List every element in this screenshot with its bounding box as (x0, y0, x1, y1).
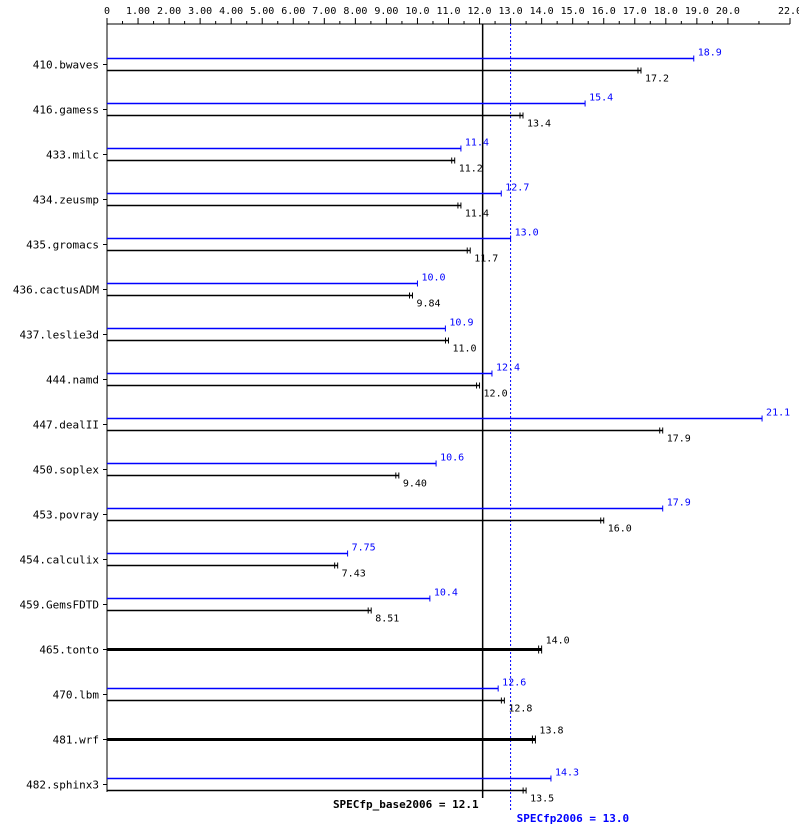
x-tick-label: 3.00 (188, 6, 212, 17)
peak-value: 12.6 (502, 678, 526, 689)
spec-benchmark-chart: 0 1.00 2.00 3.00 4.00 5.00 6.00 7.00 8.00 9.00 10.… (0, 0, 799, 831)
benchmark-label: 447.dealII (33, 419, 99, 432)
peak-value: 14.3 (555, 768, 579, 779)
benchmark-label: 453.povray (33, 509, 100, 522)
base-value: 17.2 (645, 74, 669, 85)
base-value: 11.7 (474, 254, 498, 265)
benchmark-label: 433.milc (46, 149, 99, 162)
x-tick-label: 20.0 (716, 6, 740, 17)
base-summary-label: SPECfp_base2006 = 12.1 (333, 798, 479, 811)
x-tick-label: 15.0 (561, 6, 585, 17)
benchmark-label: 459.GemsFDTD (20, 599, 99, 612)
base-value: 9.40 (403, 479, 427, 490)
benchmark-label: 444.namd (46, 374, 99, 387)
peak-value: 17.9 (667, 498, 691, 509)
peak-value: 21.1 (766, 408, 790, 419)
base-value: 13.5 (530, 794, 554, 805)
x-tick-label: 13.0 (499, 6, 523, 17)
x-tick-label: 9.00 (374, 6, 398, 17)
peak-summary-label: SPECfp2006 = 13.0 (517, 812, 630, 825)
peak-value: 12.4 (496, 363, 520, 374)
benchmark-label: 410.bwaves (33, 59, 99, 72)
x-tick-label: 18.0 (654, 6, 678, 17)
benchmark-label: 435.gromacs (26, 239, 99, 252)
base-value: 11.0 (453, 344, 477, 355)
x-tick-label: 12.0 (467, 6, 491, 17)
base-value: 12.8 (508, 704, 532, 715)
peak-value: 10.9 (449, 318, 473, 329)
benchmark-label: 416.gamess (33, 104, 99, 117)
x-tick-label: 4.00 (219, 6, 243, 17)
base-value: 9.84 (416, 299, 440, 310)
base-value: 7.43 (342, 569, 366, 580)
base-value: 12.0 (484, 389, 508, 400)
x-tick-label: 10.0 (405, 6, 429, 17)
x-tick-label: 6.00 (281, 6, 305, 17)
x-tick-label: 19.0 (685, 6, 709, 17)
peak-value: 13.0 (515, 228, 539, 239)
x-tick-label: 8.00 (343, 6, 367, 17)
x-tick-label: 11.0 (436, 6, 460, 17)
x-tick-label: 16.0 (592, 6, 616, 17)
peak-value: 15.4 (589, 93, 613, 104)
benchmark-label: 436.cactusADM (13, 284, 99, 297)
x-tick-label: 0 (104, 6, 110, 17)
peak-value: 10.4 (434, 588, 458, 599)
benchmark-label: 454.calculix (20, 554, 100, 567)
peak-value: 18.9 (698, 48, 722, 59)
benchmark-label: 470.lbm (53, 689, 100, 702)
x-tick-label: 22.0 (778, 6, 799, 17)
peak-value: 10.6 (440, 453, 464, 464)
benchmark-value: 14.0 (546, 636, 570, 647)
x-tick-label: 17.0 (623, 6, 647, 17)
benchmark-label: 437.leslie3d (20, 329, 99, 342)
benchmark-label: 434.zeusmp (33, 194, 99, 207)
benchmark-value: 13.8 (539, 726, 563, 737)
peak-value: 11.4 (465, 138, 489, 149)
base-value: 16.0 (608, 524, 632, 535)
x-tick-label: 7.00 (312, 6, 336, 17)
x-tick-label: 5.00 (250, 6, 274, 17)
base-value: 11.2 (459, 164, 483, 175)
peak-value: 7.75 (352, 543, 376, 554)
benchmark-label: 450.soplex (33, 464, 100, 477)
x-tick-label: 1.00 (126, 6, 150, 17)
benchmark-label: 482.sphinx3 (26, 779, 99, 792)
base-value: 8.51 (375, 614, 399, 625)
base-value: 11.4 (465, 209, 489, 220)
x-tick-label: 14.0 (530, 6, 554, 17)
peak-value: 12.7 (505, 183, 529, 194)
benchmark-label: 465.tonto (39, 644, 99, 657)
benchmark-label: 481.wrf (53, 734, 99, 747)
base-value: 13.4 (527, 119, 551, 130)
peak-value: 10.0 (421, 273, 445, 284)
base-value: 17.9 (667, 434, 691, 445)
x-tick-label: 2.00 (157, 6, 181, 17)
